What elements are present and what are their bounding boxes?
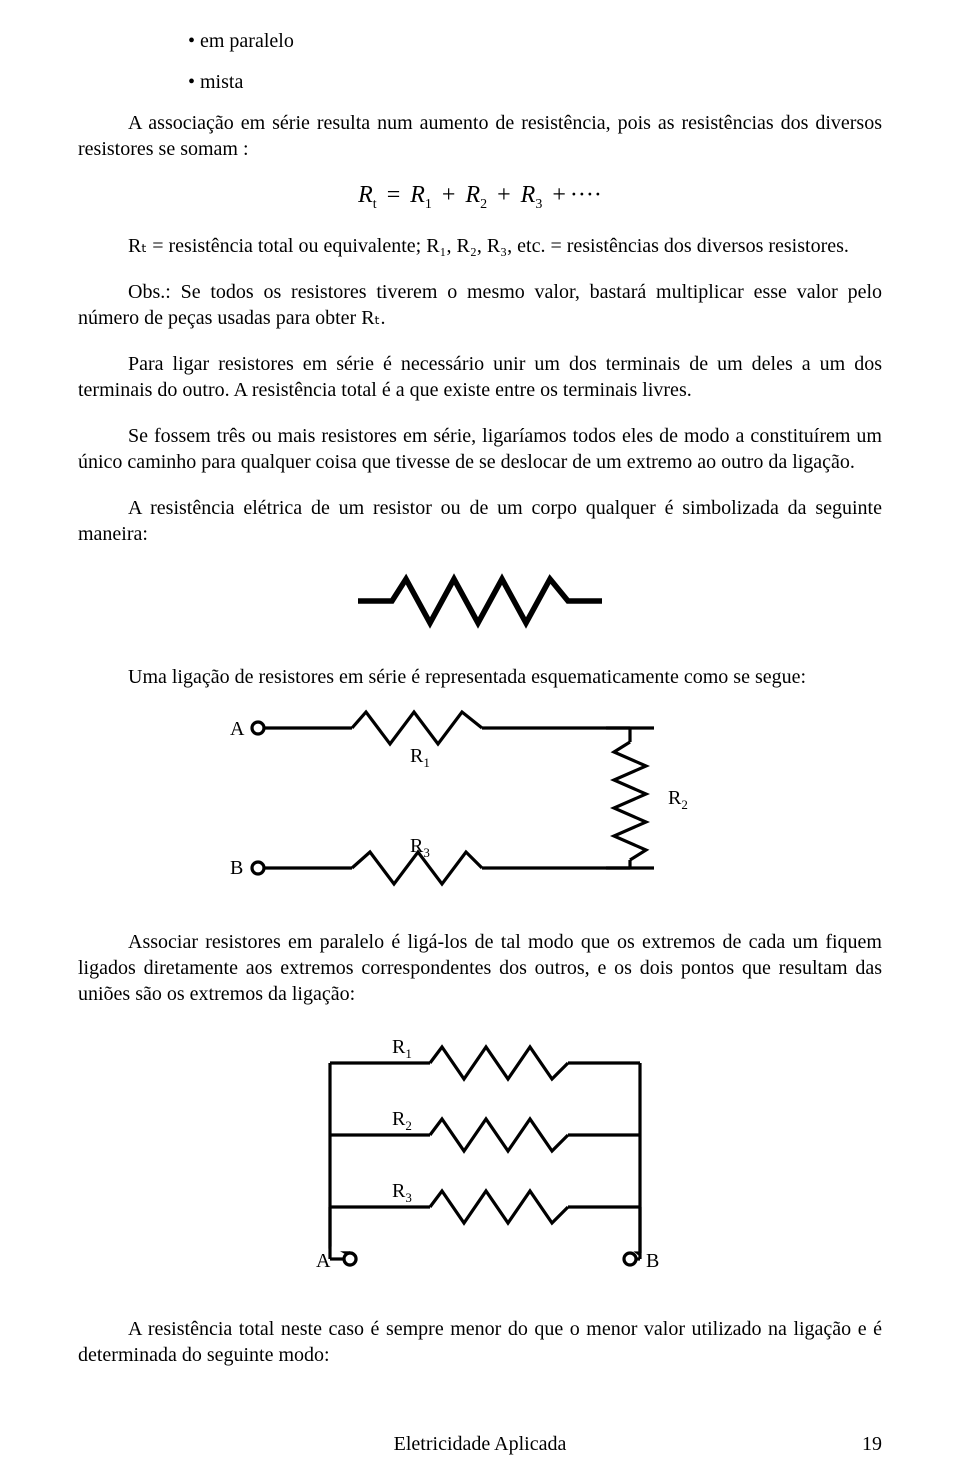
formula-series-sum: Rt = R1 + R2 + R3 +···· — [78, 182, 882, 213]
resistor-symbol-figure — [78, 569, 882, 638]
series-label-B: B — [230, 857, 243, 879]
parallel-label-R1: R1 — [392, 1036, 412, 1061]
series-diagram-figure: A B R1 R2 R3 — [78, 700, 882, 915]
paragraph-tres-ou-mais: Se fossem três ou mais resistores em sér… — [78, 423, 882, 475]
paragraph-series-intro: A associação em série resulta num aument… — [78, 110, 882, 162]
series-label-A: A — [230, 718, 245, 740]
formula-r1-var: R — [410, 182, 425, 208]
parallel-diagram-figure: R1 R2 R3 A B — [78, 1021, 882, 1296]
bullet-dot-icon: • — [188, 69, 200, 96]
formula-trailing: ···· — [570, 182, 602, 208]
parallel-label-B: B — [646, 1250, 659, 1272]
parallel-label-R3: R3 — [392, 1180, 412, 1205]
parallel-label-A: A — [316, 1250, 331, 1272]
footer-title: Eletricidade Aplicada — [78, 1433, 882, 1456]
paragraph-simbolo: A resistência elétrica de um resistor ou… — [78, 495, 882, 547]
paragraph-ligar-serie: Para ligar resistores em série é necessá… — [78, 351, 882, 403]
paragraph-paralelo-intro: Associar resistores em paralelo é ligá-l… — [78, 929, 882, 1007]
bullet-item: • em paralelo — [188, 28, 882, 55]
paragraph-resistencia-total-paralelo: A resistência total neste caso é sempre … — [78, 1316, 882, 1368]
page-footer: Eletricidade Aplicada 19 — [78, 1433, 882, 1456]
bullet-dot-icon: • — [188, 28, 200, 55]
formula-lhs-sub: t — [373, 197, 377, 212]
formula-r2-var: R — [465, 182, 480, 208]
bullet-item: • mista — [188, 69, 882, 96]
formula-r3-var: R — [521, 182, 536, 208]
series-label-R1: R1 — [410, 745, 430, 770]
page: • em paralelo • mista A associação em sé… — [0, 0, 960, 1482]
resistor-symbol-icon — [350, 569, 610, 633]
formula-lhs-var: R — [358, 182, 373, 208]
paragraph-obs: Obs.: Se todos os resistores tiverem o m… — [78, 279, 882, 331]
paragraph-after-formula: Rₜ = resistência total ou equivalente; R… — [78, 233, 882, 259]
parallel-diagram-icon: R1 R2 R3 A B — [240, 1021, 720, 1291]
bullet-label: em paralelo — [200, 28, 294, 55]
parallel-label-R2: R2 — [392, 1108, 412, 1133]
series-label-R2: R2 — [668, 787, 688, 812]
paragraph-serie-esquema: Uma ligação de resistores em série é rep… — [78, 664, 882, 690]
bullet-label: mista — [200, 69, 243, 96]
series-label-R3: R3 — [410, 835, 430, 860]
series-diagram-icon: A B R1 R2 R3 — [210, 700, 750, 910]
